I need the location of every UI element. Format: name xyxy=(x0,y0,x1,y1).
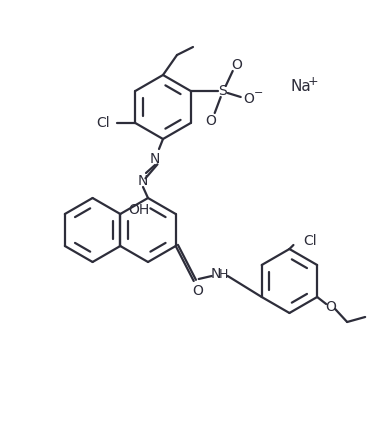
Text: Na: Na xyxy=(290,79,311,94)
Text: O: O xyxy=(205,114,216,128)
Text: O: O xyxy=(192,284,203,298)
Text: O: O xyxy=(326,300,337,314)
Text: Cl: Cl xyxy=(97,116,110,130)
Text: O: O xyxy=(243,92,254,106)
Text: +: + xyxy=(308,74,319,88)
Text: Cl: Cl xyxy=(303,234,317,248)
Text: S: S xyxy=(218,84,227,98)
Text: N: N xyxy=(150,152,160,166)
Text: N: N xyxy=(211,267,221,281)
Text: −: − xyxy=(254,88,264,98)
Text: O: O xyxy=(231,58,242,72)
Text: N: N xyxy=(138,174,148,188)
Text: OH: OH xyxy=(128,203,149,217)
Text: H: H xyxy=(219,267,228,280)
